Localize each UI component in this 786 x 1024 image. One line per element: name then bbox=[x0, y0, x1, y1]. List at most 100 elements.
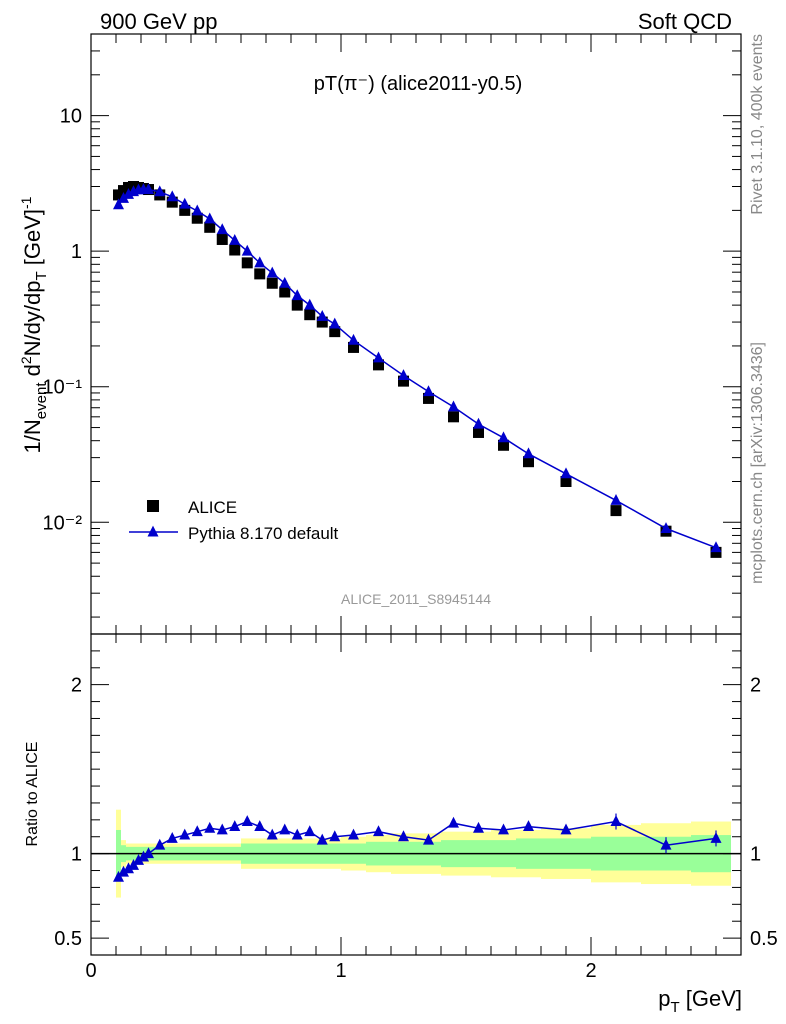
mc-point-pythia bbox=[291, 289, 303, 301]
ratio-point-pythia bbox=[138, 850, 149, 862]
data-point-alice bbox=[204, 221, 216, 233]
y-tick-label: 10⁻¹ bbox=[43, 377, 83, 399]
x-tick-label: 1 bbox=[335, 960, 346, 982]
data-point-alice bbox=[473, 426, 484, 438]
ratio-point-pythia bbox=[179, 828, 191, 840]
analysis-label: ALICE_2011_S8945144 bbox=[341, 591, 491, 607]
data-point-alice bbox=[560, 475, 572, 487]
mc-point-pythia bbox=[304, 298, 316, 310]
mc-point-pythia bbox=[710, 541, 722, 553]
data-point-alice bbox=[241, 257, 253, 269]
mc-point-pythia bbox=[154, 185, 166, 197]
header-right-label: Soft QCD bbox=[638, 9, 732, 34]
mc-point-pythia bbox=[610, 493, 622, 505]
side-text-lower: mcplots.cern.ch [arXiv:1306.3436] bbox=[749, 342, 766, 584]
mc-point-pythia bbox=[398, 369, 409, 380]
ratio-point-pythia bbox=[710, 831, 722, 843]
ratio-point-pythia bbox=[229, 820, 241, 832]
mc-point-pythia bbox=[316, 310, 328, 321]
mc-point-pythia bbox=[348, 333, 359, 345]
data-point-alice bbox=[304, 309, 316, 321]
ratio-panel: 0 1 2 0.5 0.5 1 1 2 2 Ratio to ALICE pT [GeV] bbox=[24, 633, 778, 1016]
ratio-y-tick-label: 1 bbox=[71, 844, 82, 866]
data-point-alice bbox=[254, 268, 266, 280]
ratio-point-pythia bbox=[166, 831, 178, 843]
legend: ALICE Pythia 8.170 default bbox=[129, 498, 339, 543]
ratio-point-pythia bbox=[498, 823, 509, 835]
legend-label-alice: ALICE bbox=[188, 498, 237, 517]
mc-point-pythia bbox=[279, 276, 291, 288]
data-point-alice bbox=[423, 392, 434, 404]
svg-text:1/Nevent d2N/dy/dpT [GeV]-1: 1/Nevent d2N/dy/dpT [GeV]-1 bbox=[18, 196, 50, 453]
header-left-label: 900 GeV pp bbox=[100, 9, 217, 34]
ratio-point-pythia bbox=[423, 833, 434, 845]
ratio-frame bbox=[90, 633, 742, 956]
ratio-point-pythia bbox=[191, 825, 203, 837]
ratio-y-axis-title: Ratio to ALICE bbox=[24, 742, 41, 847]
ratio-point-pythia bbox=[329, 830, 341, 842]
mc-point-pythia bbox=[660, 522, 672, 533]
data-point-alice bbox=[329, 326, 341, 338]
legend-label-pythia: Pythia 8.170 default bbox=[188, 524, 339, 543]
mc-point-pythia bbox=[254, 256, 266, 268]
ratio-y-tick-label: 2 bbox=[71, 675, 82, 697]
ratio-y-tick-label-right: 0.5 bbox=[750, 928, 778, 950]
x-axis-title: pT [GeV] bbox=[658, 986, 742, 1016]
ratio-point-pythia bbox=[523, 820, 534, 832]
ratio-point-pythia bbox=[660, 838, 672, 850]
data-point-alice bbox=[291, 299, 303, 311]
mc-series-line bbox=[117, 188, 717, 549]
main-plot-title: pT(π⁻) (alice2011-y0.5) bbox=[314, 73, 523, 95]
data-point-alice bbox=[498, 439, 509, 451]
mc-point-pythia bbox=[523, 447, 534, 459]
mc-point-pythia bbox=[329, 317, 341, 329]
data-point-alice bbox=[216, 233, 228, 245]
mc-point-pythia bbox=[191, 204, 203, 216]
data-point-alice bbox=[373, 359, 384, 371]
ratio-y-tick-label: 0.5 bbox=[54, 928, 82, 950]
ratio-point-pythia bbox=[216, 823, 228, 835]
data-point-alice bbox=[523, 456, 534, 468]
mc-point-pythia bbox=[498, 431, 509, 443]
data-point-alice bbox=[610, 505, 622, 517]
mc-point-pythia bbox=[560, 467, 572, 479]
ratio-point-pythia bbox=[204, 821, 216, 833]
data-point-alice bbox=[348, 341, 359, 353]
main-plot-area bbox=[113, 181, 722, 558]
mc-point-pythia bbox=[423, 385, 434, 397]
ratio-point-pythia bbox=[266, 828, 278, 840]
ratio-y-tick-label-right: 2 bbox=[750, 675, 761, 697]
main-axis-ticks: 10⁻² 10⁻¹ 1 10 bbox=[43, 33, 742, 634]
y-tick-label: 10 bbox=[60, 106, 82, 128]
main-panel: 10⁻² 10⁻¹ 1 10 pT(π⁻) (alice2011-y0.5) ALIC… bbox=[18, 33, 742, 635]
mc-point-pythia bbox=[113, 198, 124, 210]
data-point-alice bbox=[266, 277, 278, 289]
mc-point-pythia bbox=[179, 197, 191, 209]
mc-point-pythia bbox=[123, 188, 134, 199]
main-y-axis-title: 1/Nevent d2N/dy/dpT [GeV]-1 bbox=[18, 196, 50, 453]
ratio-point-pythia bbox=[373, 825, 384, 837]
ratio-point-pythia bbox=[398, 830, 409, 842]
ratio-point-pythia bbox=[254, 820, 266, 832]
mc-point-pythia bbox=[118, 191, 129, 203]
mc-point-pythia bbox=[448, 400, 459, 412]
ratio-point-pythia bbox=[143, 847, 154, 859]
data-point-alice bbox=[166, 196, 178, 208]
y-tick-label: 1 bbox=[71, 241, 82, 263]
ratio-point-pythia bbox=[154, 838, 166, 850]
data-point-alice bbox=[398, 375, 409, 387]
mc-point-pythia bbox=[229, 234, 241, 245]
legend-marker-alice bbox=[147, 500, 159, 512]
svg-text:pT [GeV]: pT [GeV] bbox=[658, 986, 742, 1016]
data-point-alice bbox=[448, 411, 459, 423]
ratio-point-pythia bbox=[133, 853, 144, 865]
ratio-axis-ticks: 0 1 2 0.5 0.5 1 1 2 2 bbox=[54, 634, 778, 982]
data-point-alice bbox=[279, 286, 291, 298]
ratio-point-pythia bbox=[560, 823, 572, 835]
ratio-plot-area bbox=[91, 809, 741, 898]
data-point-alice bbox=[710, 546, 722, 558]
ratio-point-pythia bbox=[348, 828, 359, 840]
ratio-point-pythia bbox=[279, 823, 291, 835]
data-point-alice bbox=[179, 204, 191, 216]
